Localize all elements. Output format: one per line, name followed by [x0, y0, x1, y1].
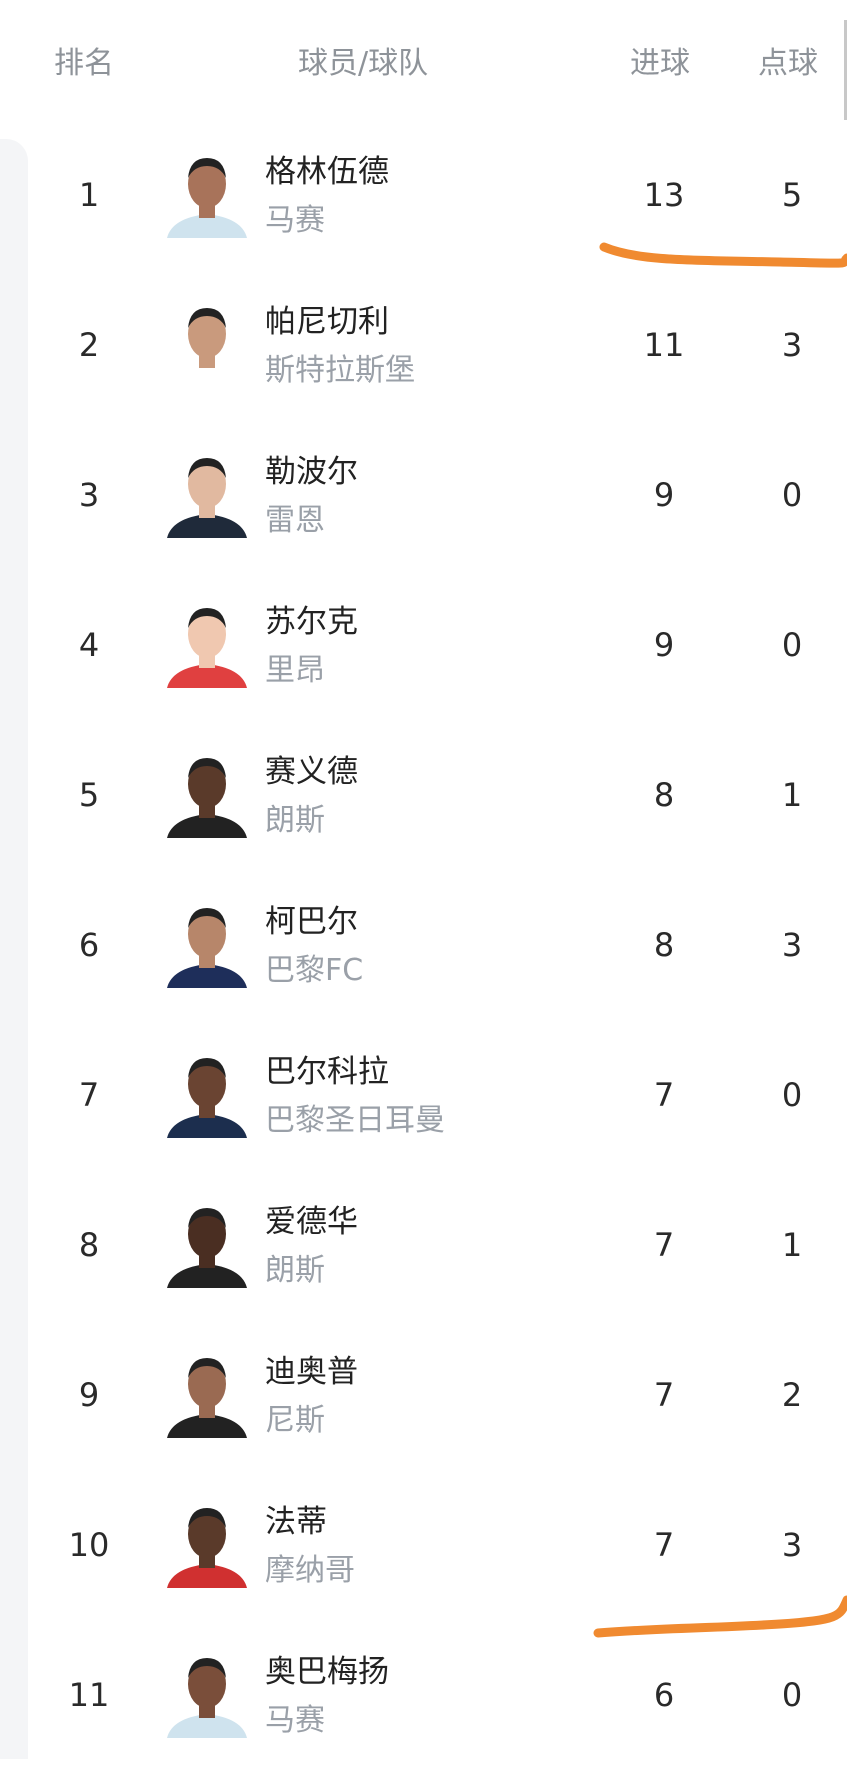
table-row[interactable]: 11 奥巴梅扬 马赛 6 0 — [0, 1620, 847, 1770]
rank: 8 — [78, 1226, 100, 1264]
table-row[interactable]: 9 迪奥普 尼斯 7 2 — [0, 1320, 847, 1470]
penalties: 3 — [781, 326, 803, 364]
player-name[interactable]: 格林伍德 — [265, 154, 389, 190]
player-avatar-icon — [167, 1358, 247, 1438]
table-row[interactable]: 5 赛义德 朗斯 8 1 — [0, 720, 847, 870]
table-row[interactable]: 10 法蒂 摩纳哥 7 3 — [0, 1470, 847, 1620]
player-avatar-icon — [167, 1508, 247, 1588]
header-player-team[interactable]: 球员/球队 — [298, 46, 429, 81]
table-header: 排名 球员/球队 进球 点球 — [0, 0, 847, 120]
goals: 6 — [653, 1676, 675, 1714]
rank: 1 — [78, 176, 100, 214]
rank: 7 — [78, 1076, 100, 1114]
player-avatar-icon — [167, 1658, 247, 1738]
player-avatar-icon — [167, 1208, 247, 1288]
player-name[interactable]: 法蒂 — [265, 1504, 327, 1540]
goals: 8 — [653, 776, 675, 814]
penalties: 5 — [781, 176, 803, 214]
table-row[interactable]: 8 爱德华 朗斯 7 1 — [0, 1170, 847, 1320]
team-name[interactable]: 朗斯 — [265, 1253, 325, 1288]
penalties: 1 — [781, 776, 803, 814]
player-avatar-icon — [167, 1058, 247, 1138]
scrollbar[interactable] — [844, 20, 847, 120]
goals: 7 — [653, 1076, 675, 1114]
penalties: 3 — [781, 926, 803, 964]
table-row[interactable]: 6 柯巴尔 巴黎FC 8 3 — [0, 870, 847, 1020]
player-name[interactable]: 勒波尔 — [265, 454, 358, 490]
player-name[interactable]: 赛义德 — [265, 754, 358, 790]
goals: 9 — [653, 476, 675, 514]
table-row[interactable]: 4 苏尔克 里昂 9 0 — [0, 570, 847, 720]
team-name[interactable]: 巴黎FC — [265, 953, 364, 988]
rank: 2 — [78, 326, 100, 364]
rank: 10 — [68, 1526, 110, 1564]
penalties: 0 — [781, 1676, 803, 1714]
rank: 9 — [78, 1376, 100, 1414]
goals: 7 — [653, 1376, 675, 1414]
player-avatar-icon — [167, 758, 247, 838]
goals: 8 — [653, 926, 675, 964]
team-name[interactable]: 摩纳哥 — [265, 1553, 355, 1588]
team-name[interactable]: 里昂 — [265, 653, 325, 688]
goals: 7 — [653, 1526, 675, 1564]
left-panel-edge — [0, 139, 28, 1759]
rank: 11 — [68, 1676, 110, 1714]
player-name[interactable]: 帕尼切利 — [265, 304, 389, 340]
table-row[interactable]: 7 巴尔科拉 巴黎圣日耳曼 7 0 — [0, 1020, 847, 1170]
rank: 4 — [78, 626, 100, 664]
penalties: 2 — [781, 1376, 803, 1414]
rank: 3 — [78, 476, 100, 514]
player-name[interactable]: 爱德华 — [265, 1204, 358, 1240]
penalties: 0 — [781, 476, 803, 514]
penalties: 0 — [781, 1076, 803, 1114]
rank: 6 — [78, 926, 100, 964]
goals: 11 — [643, 326, 685, 364]
player-avatar-icon — [167, 308, 247, 388]
player-avatar-icon — [167, 908, 247, 988]
penalties: 0 — [781, 626, 803, 664]
team-name[interactable]: 马赛 — [265, 203, 325, 238]
team-name[interactable]: 朗斯 — [265, 803, 325, 838]
penalties: 3 — [781, 1526, 803, 1564]
team-name[interactable]: 斯特拉斯堡 — [265, 353, 415, 388]
team-name[interactable]: 巴黎圣日耳曼 — [265, 1103, 445, 1138]
player-name[interactable]: 柯巴尔 — [265, 904, 358, 940]
table-row[interactable]: 3 勒波尔 雷恩 9 0 — [0, 420, 847, 570]
goals: 9 — [653, 626, 675, 664]
penalties: 1 — [781, 1226, 803, 1264]
team-name[interactable]: 雷恩 — [265, 503, 325, 538]
goals: 13 — [643, 176, 685, 214]
rank: 5 — [78, 776, 100, 814]
player-name[interactable]: 奥巴梅扬 — [265, 1654, 389, 1690]
player-name[interactable]: 苏尔克 — [265, 604, 358, 640]
player-name[interactable]: 迪奥普 — [265, 1354, 358, 1390]
header-goals[interactable]: 进球 — [630, 46, 690, 81]
player-name[interactable]: 巴尔科拉 — [265, 1054, 389, 1090]
table-row[interactable]: 2 帕尼切利 斯特拉斯堡 11 3 — [0, 270, 847, 420]
goals: 7 — [653, 1226, 675, 1264]
team-name[interactable]: 尼斯 — [265, 1403, 325, 1438]
table-row[interactable]: 1 格林伍德 马赛 13 5 — [0, 120, 847, 270]
player-avatar-icon — [167, 458, 247, 538]
player-avatar-icon — [167, 608, 247, 688]
team-name[interactable]: 马赛 — [265, 1703, 325, 1738]
player-avatar-icon — [167, 158, 247, 238]
header-penalties[interactable]: 点球 — [758, 46, 818, 81]
header-rank[interactable]: 排名 — [54, 46, 114, 81]
